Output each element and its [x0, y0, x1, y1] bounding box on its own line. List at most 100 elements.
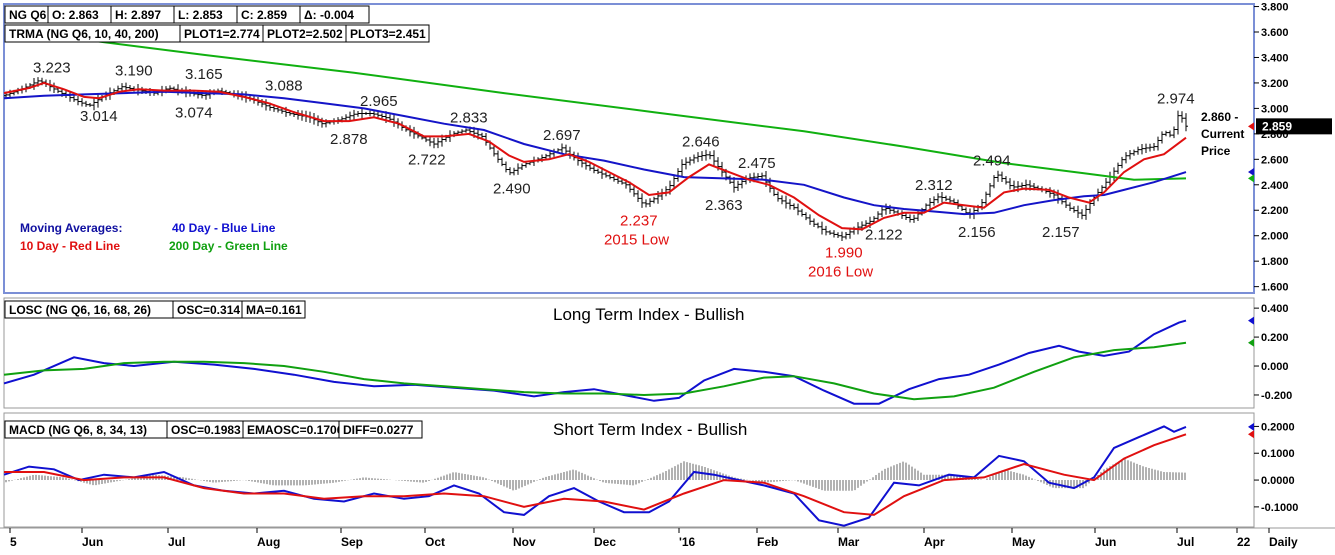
ohlc-bar	[32, 78, 36, 90]
ohlc-bar	[692, 154, 696, 164]
ma10-red-line	[3, 81, 1187, 231]
price-plot-area	[3, 3, 1255, 294]
ohlc-bar	[940, 191, 944, 203]
ohlc-bar	[796, 203, 800, 216]
x-tick-label: Oct	[425, 535, 445, 549]
ohlc-bar	[596, 168, 600, 175]
ohlc-bar	[592, 165, 596, 174]
ohlc-bar	[1120, 156, 1124, 169]
y-tick-label: 2.200	[1261, 205, 1289, 217]
ohlc-bar	[820, 221, 824, 235]
ohlc-bar	[1180, 111, 1184, 123]
ohlc-bar	[80, 98, 84, 107]
ohlc-bar	[892, 208, 896, 214]
x-tick-label: Jun	[82, 535, 103, 549]
ohlc-bar	[436, 137, 440, 149]
ohlc-bar	[996, 170, 1000, 182]
losc-series-osc	[3, 319, 1187, 405]
ohlc-bar	[792, 203, 796, 210]
symbol-info-text: H: 2.897	[115, 8, 161, 22]
macd-title: Short Term Index - Bullish	[553, 420, 747, 439]
ohlc-bar	[776, 191, 780, 202]
trma-info-text: PLOT1=2.774	[184, 27, 260, 41]
price-annotation: 3.190	[115, 62, 153, 79]
ohlc-bar	[908, 214, 912, 223]
price-annotation: 3.223	[33, 60, 71, 77]
macd-marker	[1248, 422, 1254, 431]
ohlc-bar	[492, 145, 496, 157]
ohlc-bar	[988, 183, 992, 198]
ohlc-bar	[348, 111, 352, 122]
y-tick-label: 3.400	[1261, 52, 1289, 64]
ohlc-bar	[360, 108, 364, 119]
trma-info-text: PLOT2=2.502	[267, 27, 343, 41]
ohlc-bar	[1004, 176, 1008, 185]
ohlc-bar	[804, 212, 808, 221]
ohlc-bar	[1168, 130, 1172, 138]
ohlc-bar	[1080, 209, 1084, 220]
ohlc-bar	[780, 195, 784, 205]
ohlc-bar	[364, 111, 368, 116]
macd-info-text: DIFF=0.0277	[343, 423, 414, 437]
y-tick-label: 3.000	[1261, 103, 1289, 115]
losc-title: Long Term Index - Bullish	[553, 305, 745, 324]
ohlc-bar	[356, 110, 360, 117]
x-tick-label: Daily	[1269, 535, 1298, 549]
macd-marker	[1248, 430, 1254, 439]
ohlc-bar	[736, 180, 740, 191]
current-price-box	[1256, 118, 1332, 135]
ohlc-bar	[708, 151, 712, 160]
x-tick-label: Mar	[838, 535, 860, 549]
losc-marker	[1248, 338, 1254, 347]
ohlc-bar	[1068, 202, 1072, 212]
ohlc-bar	[1048, 187, 1052, 198]
ohlc-bar	[1000, 171, 1004, 182]
ohlc-bar	[620, 179, 624, 185]
current-price-label: 2.860 -	[1201, 110, 1238, 124]
price-annotation: 2.494	[973, 153, 1011, 170]
y-tick-label: 1.800	[1261, 256, 1289, 268]
ohlc-bar	[808, 214, 812, 225]
ohlc-bar	[72, 95, 76, 102]
x-tick-label: Nov	[513, 535, 536, 549]
price-annotation: 2.697	[543, 127, 581, 144]
x-tick-label: 5	[10, 535, 17, 549]
price-annotation: 2.646	[682, 134, 720, 151]
legend-item-40-day: 40 Day - Blue Line	[172, 221, 276, 235]
ohlc-bar	[784, 195, 788, 209]
ohlc-bar	[712, 150, 716, 167]
ohlc-bar	[616, 176, 620, 184]
price-marker-green	[1248, 174, 1254, 183]
ohlc-bar	[508, 167, 512, 176]
price-annotation: 2.312	[915, 177, 953, 194]
ohlc-bar	[588, 163, 592, 171]
ohlc-bar	[464, 128, 468, 133]
ohlc-bar	[904, 213, 908, 220]
ohlc-bar	[700, 151, 704, 161]
ohlc-bar	[836, 232, 840, 238]
ohlc-bar	[788, 199, 792, 210]
ohlc-bar	[944, 195, 948, 202]
price-annotation: 2.237	[620, 213, 658, 230]
price-annotation: 2.965	[360, 93, 398, 110]
price-annotation: 2015 Low	[604, 232, 669, 249]
price-annotation: 3.014	[80, 108, 118, 125]
ohlc-bar	[1184, 113, 1188, 132]
ohlc-bar	[84, 100, 88, 107]
losc-info-text: MA=0.161	[246, 303, 302, 317]
price-annotation: 2016 Low	[808, 263, 873, 280]
ohlc-bar	[1136, 146, 1140, 155]
ohlc-bar	[88, 102, 92, 107]
ohlc-bar	[648, 198, 652, 208]
ohlc-bar	[604, 172, 608, 178]
ma200-green-line	[73, 37, 1187, 181]
ohlc-bar	[480, 132, 484, 139]
ohlc-bar	[1124, 152, 1128, 164]
ohlc-bar	[96, 94, 100, 108]
price-annotation: 2.722	[408, 151, 446, 168]
symbol-info-text: C: 2.859	[241, 8, 287, 22]
price-annotation: 2.156	[958, 224, 996, 241]
price-annotation: 2.833	[450, 109, 488, 126]
price-annotation: 3.074	[175, 104, 213, 121]
